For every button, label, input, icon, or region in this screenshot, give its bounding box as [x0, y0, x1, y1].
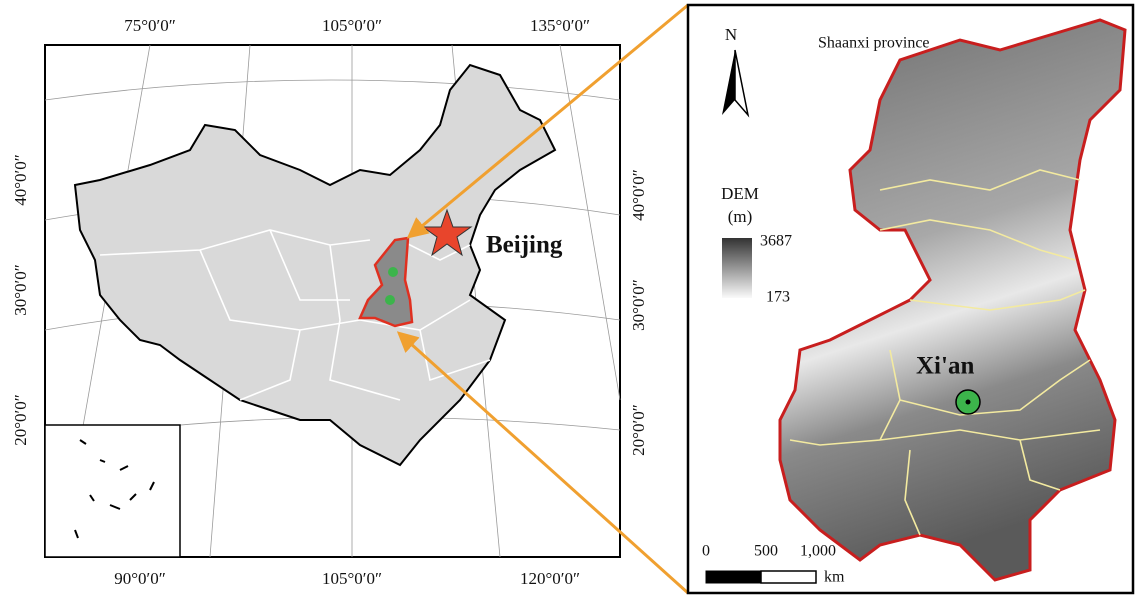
scale-label: 500 — [754, 543, 778, 560]
legend-title: DEM — [721, 184, 759, 203]
city-label: Xi'an — [916, 353, 974, 380]
city-marker — [966, 400, 971, 405]
map-figure: 75°0′0″ 105°0′0″ 135°0′0″ 90°0′0″ 105°0′… — [0, 0, 1136, 599]
latitude-label: 30°0′0″ — [11, 264, 30, 316]
legend-title: (m) — [728, 207, 753, 226]
legend-min: 173 — [766, 289, 790, 306]
latitude-label: 30°0′0″ — [629, 279, 648, 331]
scale-unit: km — [824, 569, 845, 586]
scale-bar — [706, 571, 761, 583]
shaanxi-map: N Shaanxi province DEM (m) 3687 173 Xi'a… — [688, 5, 1133, 593]
longitude-label: 75°0′0″ — [124, 16, 176, 35]
city-label: Beijing — [486, 232, 563, 259]
latitude-label: 20°0′0″ — [11, 394, 30, 446]
longitude-label: 135°0′0″ — [530, 16, 590, 35]
legend-max: 3687 — [760, 233, 792, 250]
north-label: N — [725, 25, 737, 44]
site-marker — [388, 267, 398, 277]
legend-ramp — [722, 238, 752, 298]
longitude-label: 105°0′0″ — [322, 16, 382, 35]
scale-label: 1,000 — [800, 543, 836, 560]
longitude-label: 90°0′0″ — [114, 569, 166, 588]
latitude-label: 40°0′0″ — [11, 154, 30, 206]
latitude-label: 20°0′0″ — [629, 404, 648, 456]
site-marker — [385, 295, 395, 305]
scale-label: 0 — [702, 543, 710, 560]
china-map: 75°0′0″ 105°0′0″ 135°0′0″ 90°0′0″ 105°0′… — [11, 16, 648, 588]
latitude-label: 40°0′0″ — [629, 169, 648, 221]
longitude-label: 120°0′0″ — [520, 569, 580, 588]
map-title: Shaanxi province — [818, 35, 930, 52]
inset-frame — [45, 425, 180, 557]
scale-bar — [761, 571, 816, 583]
longitude-label: 105°0′0″ — [322, 569, 382, 588]
